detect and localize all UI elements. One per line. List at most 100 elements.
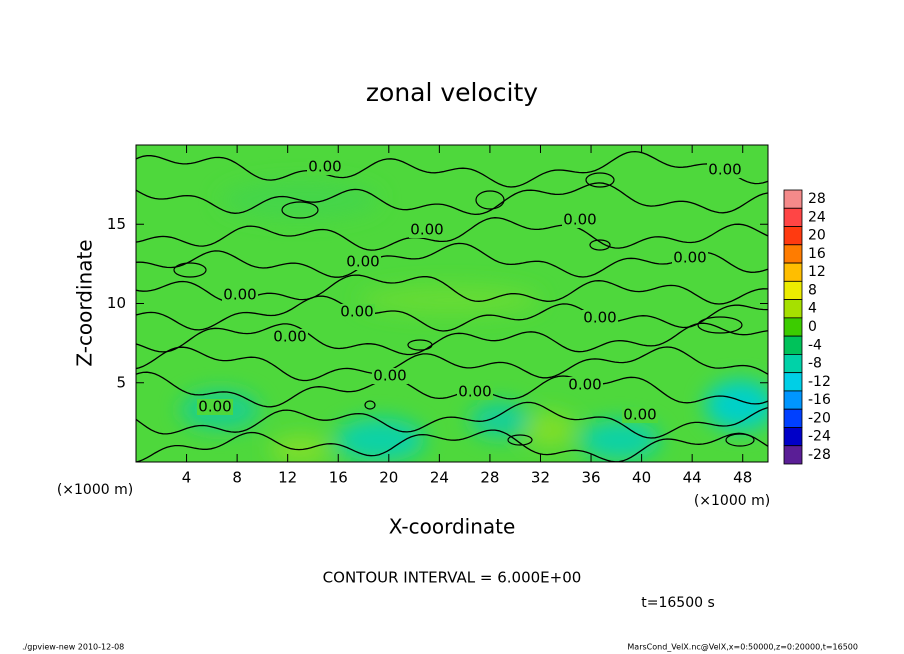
x-tick-label: 48 <box>733 469 752 487</box>
colorbar-band <box>783 262 803 282</box>
contour-label-bg <box>409 222 445 238</box>
contour-label: 0.00 <box>583 309 616 327</box>
contour-label: 0.00 <box>708 161 741 179</box>
colorbar-label: 28 <box>808 191 826 207</box>
colorbar-label: 20 <box>808 228 826 244</box>
contour-label: 0.00 <box>410 221 443 239</box>
contour-label: 0.00 <box>308 158 341 176</box>
contour-line <box>136 322 768 356</box>
contour-label: 0.00 <box>673 249 706 267</box>
colorbar-label: -20 <box>808 410 831 426</box>
colorbar-band <box>783 299 803 319</box>
x-tick-label: 44 <box>683 469 702 487</box>
contour-label: 0.00 <box>563 211 596 229</box>
y-axis-label: Z-coordinate <box>73 239 97 366</box>
contour-label-bg <box>457 384 493 400</box>
colorbar-band <box>783 317 803 337</box>
colorbar-band <box>783 207 803 227</box>
colorbar-band <box>783 189 803 209</box>
x-unit-label: (×1000 m) <box>694 493 770 509</box>
contour-label: 0.00 <box>373 367 406 385</box>
chart-title: zonal velocity <box>366 78 538 107</box>
colorbar-band <box>783 244 803 264</box>
contour-line <box>173 262 207 278</box>
y-tick-label: 15 <box>107 215 126 233</box>
colorbar-label: 8 <box>808 282 817 298</box>
contour-label-bg <box>622 407 658 423</box>
x-tick-label: 20 <box>379 469 398 487</box>
contour-interval: CONTOUR INTERVAL = 6.000E+00 <box>323 569 582 587</box>
x-unit-label: (×1000 m) <box>57 482 133 498</box>
x-tick-label: 24 <box>430 469 449 487</box>
contour-line <box>136 429 768 462</box>
colorbar-band <box>783 280 803 301</box>
colorbar-label: -24 <box>808 429 831 445</box>
colorbar-label: 12 <box>808 264 826 280</box>
contour-line <box>585 172 615 188</box>
contour-label: 0.00 <box>346 253 379 271</box>
colorbar-band <box>783 372 803 392</box>
x-axis-label: X-coordinate <box>389 515 516 539</box>
colorbar-band <box>783 226 803 246</box>
colorbar-label: -4 <box>808 337 822 353</box>
contour-line <box>136 217 768 251</box>
colorbar-label: 4 <box>808 301 817 317</box>
colorbar-band <box>783 427 803 447</box>
colorbar-label: -16 <box>808 392 831 408</box>
contour-label-bg <box>567 377 603 393</box>
colorbar-label: 0 <box>808 319 817 335</box>
contour-label-bg <box>272 329 308 345</box>
contour-label-bg <box>562 212 598 228</box>
time-label: t=16500 s <box>641 595 715 611</box>
colorbar-band <box>783 335 803 355</box>
x-tick-label: 28 <box>480 469 499 487</box>
contour-label: 0.00 <box>223 286 256 304</box>
contour-label-bg <box>372 368 408 384</box>
contour-lines <box>136 150 768 462</box>
footer-right: MarsCond_VelX.nc@VelX,x=0:50000,z=0:2000… <box>627 643 858 652</box>
contour-line <box>136 401 768 439</box>
contour-line <box>136 150 768 188</box>
contour-line <box>407 339 433 351</box>
colorbar-band <box>783 408 803 428</box>
contour-label-bg <box>339 304 375 320</box>
contour-label-bg <box>307 159 343 175</box>
contour-line <box>697 316 743 334</box>
contour-line <box>475 190 505 210</box>
contour-line <box>136 242 768 278</box>
y-tick-label: 5 <box>116 373 126 391</box>
colorbar-label: 16 <box>808 246 826 262</box>
colorbar-band <box>783 445 803 465</box>
x-tick-label: 32 <box>531 469 550 487</box>
contour-line <box>725 433 755 447</box>
colorbar-label: -12 <box>808 374 831 390</box>
x-tick-label: 36 <box>581 469 600 487</box>
contour-label: 0.00 <box>623 406 656 424</box>
contour-line <box>364 400 376 410</box>
contour-line <box>136 295 768 332</box>
contour-label-bg <box>582 310 618 326</box>
footer-left: ./gpview-new 2010-12-08 <box>22 643 124 652</box>
contour-label: 0.00 <box>568 376 601 394</box>
contour-line <box>281 201 319 219</box>
contour-line <box>507 434 533 446</box>
contour-line <box>136 346 768 382</box>
contour-line <box>136 182 768 216</box>
contour-line <box>589 239 611 251</box>
x-tick-label: 12 <box>278 469 297 487</box>
x-tick-label: 16 <box>329 469 348 487</box>
contour-label-bg <box>345 254 381 270</box>
contour-label: 0.00 <box>273 328 306 346</box>
contour-label-bg <box>707 162 743 178</box>
contour-line <box>136 371 768 408</box>
contour-label: 0.00 <box>198 398 231 416</box>
colorbar-band <box>783 390 803 410</box>
contour-label-bg <box>672 250 708 266</box>
contour-label-bg <box>197 399 233 415</box>
colorbar-label: -28 <box>808 447 831 463</box>
colorbar-label: -8 <box>808 356 822 372</box>
x-tick-label: 40 <box>632 469 651 487</box>
colorbar-label: 24 <box>808 209 826 225</box>
colorbar-band <box>783 353 803 374</box>
x-tick-label: 8 <box>232 469 242 487</box>
